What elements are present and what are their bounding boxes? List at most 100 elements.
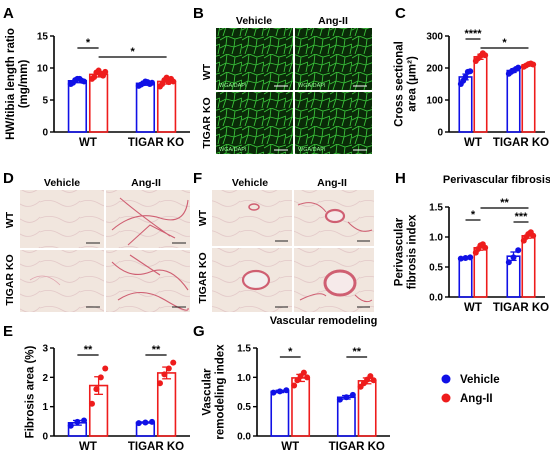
legend-label-vehicle: Vehicle [460,374,500,386]
y-axis-label: (mg/mm) [18,60,30,109]
data-point [156,380,163,387]
bar [135,82,156,133]
data-point [93,386,100,393]
legend-marker-vehicle [441,374,451,384]
panel-label-c: C [395,5,406,22]
chart-title: Vascular remodeling [270,315,378,327]
y-tick-label: 0 [42,128,48,139]
panel-label-b: B [193,5,204,22]
data-point [170,78,177,85]
y-tick-label: 300 [426,32,443,43]
x-tick-label: TIGAR KO [493,302,549,314]
x-tick-label: WT [79,137,97,149]
data-point [161,371,168,378]
y-tick-label: 0.0 [429,293,443,304]
data-point [276,388,283,395]
x-tick-label: TIGAR KO [128,441,184,453]
collagen-streak [29,275,61,286]
micrograph-panel-b: Vehicle Ang-II WT TIGAR KO WGA/DAPI WGA/… [201,15,372,154]
data-point [349,391,356,398]
vessel-wt-vehicle [248,203,260,211]
col-label-angii: Ang-II [317,177,347,189]
vessel-ko-angii [323,269,357,297]
panel-label-e: E [3,323,13,340]
data-point [102,68,109,75]
y-tick-label: 10 [37,64,49,75]
data-point [462,255,469,261]
col-label-vehicle: Vehicle [232,177,268,189]
data-point [81,417,88,424]
y-axis-label: area (μm²) [407,56,419,112]
data-point [515,247,522,254]
data-point [515,64,522,71]
data-point [482,244,489,251]
significance-label: **** [464,28,482,40]
bar [458,257,473,298]
bar [506,69,521,133]
col-label-angii: Ang-II [131,177,161,189]
data-point [457,255,464,262]
y-tick-label: 0.5 [237,402,251,413]
data-point [304,374,311,381]
psr-image-ko-angii [106,250,190,312]
data-point [97,374,104,381]
data-point [135,420,142,427]
data-point [462,73,469,80]
significance-label: * [130,46,135,58]
bar [336,396,356,437]
vessel-wt-angii [324,208,346,224]
micrograph-panel-f: Vehicle Ang-II WT TIGAR KO [197,177,374,312]
collagen-streak [111,197,189,246]
psr-image-wt-vehicle [212,190,292,246]
vessel-ko-vehicle [241,269,271,291]
data-point [67,422,74,429]
x-tick-label: WT [464,137,482,149]
y-axis-label: Vascular [202,368,214,416]
y-axis-label: HW/tibia length ratio [5,28,17,140]
y-tick-label: 0.5 [429,263,443,274]
legend-marker-angii [441,393,451,403]
data-point [165,365,172,372]
row-label-ko: TIGAR KO [197,252,209,303]
y-tick-label: 0 [437,128,443,139]
data-point [74,418,81,425]
x-tick-label: TIGAR KO [329,441,385,453]
row-label-wt: WT [201,63,213,80]
data-point [343,394,350,401]
data-point [467,68,474,75]
panel-label-g: G [193,323,205,340]
data-point [81,78,88,85]
collagen-streak [111,254,189,311]
stain-label: WGA/DAPI [219,147,247,153]
bar [67,80,88,133]
y-tick-label: 15 [37,32,49,43]
data-point [367,373,374,380]
row-label-ko: TIGAR KO [4,254,16,305]
bar [88,73,109,133]
data-point [291,382,298,389]
y-tick-label: 0 [42,432,48,443]
y-tick-label: 1.0 [237,373,251,384]
chart-title: Perivascular fibrosis [443,174,550,186]
micrograph-panel-d: Vehicle Ang-II WT TIGAR KO [4,177,190,312]
chart-a: 0 5 10 15 HW/tibia length ratio (mg/mm) WT TIGA… [5,28,190,149]
row-label-wt: WT [197,209,209,226]
legend-label-angii: Ang-II [460,393,493,405]
stain-label: WGA/DAPI [298,83,326,89]
y-tick-label: 1.0 [429,233,443,244]
significance-label: * [471,209,476,221]
y-tick-label: 100 [426,96,443,107]
y-tick-label: 1.5 [429,203,443,214]
psr-image-wt-vehicle [20,190,104,248]
bar [521,235,536,298]
y-axis-label: Fibrosis area (%) [25,345,37,438]
legend: Vehicle Ang-II [441,374,500,405]
y-axis-label: remodeling index [215,344,227,440]
y-tick-label: 0.0 [237,432,251,443]
bar [521,64,536,133]
chart-e: 0 1 2 3 Fibrosis area (%) WT TIGAR KO ** ** [25,344,190,453]
row-label-ko: TIGAR KO [201,97,213,148]
significance-label: ** [352,346,361,358]
chart-c: 0 100 200 300 Cross sectional area (μm²) WT TIG… [394,28,550,149]
